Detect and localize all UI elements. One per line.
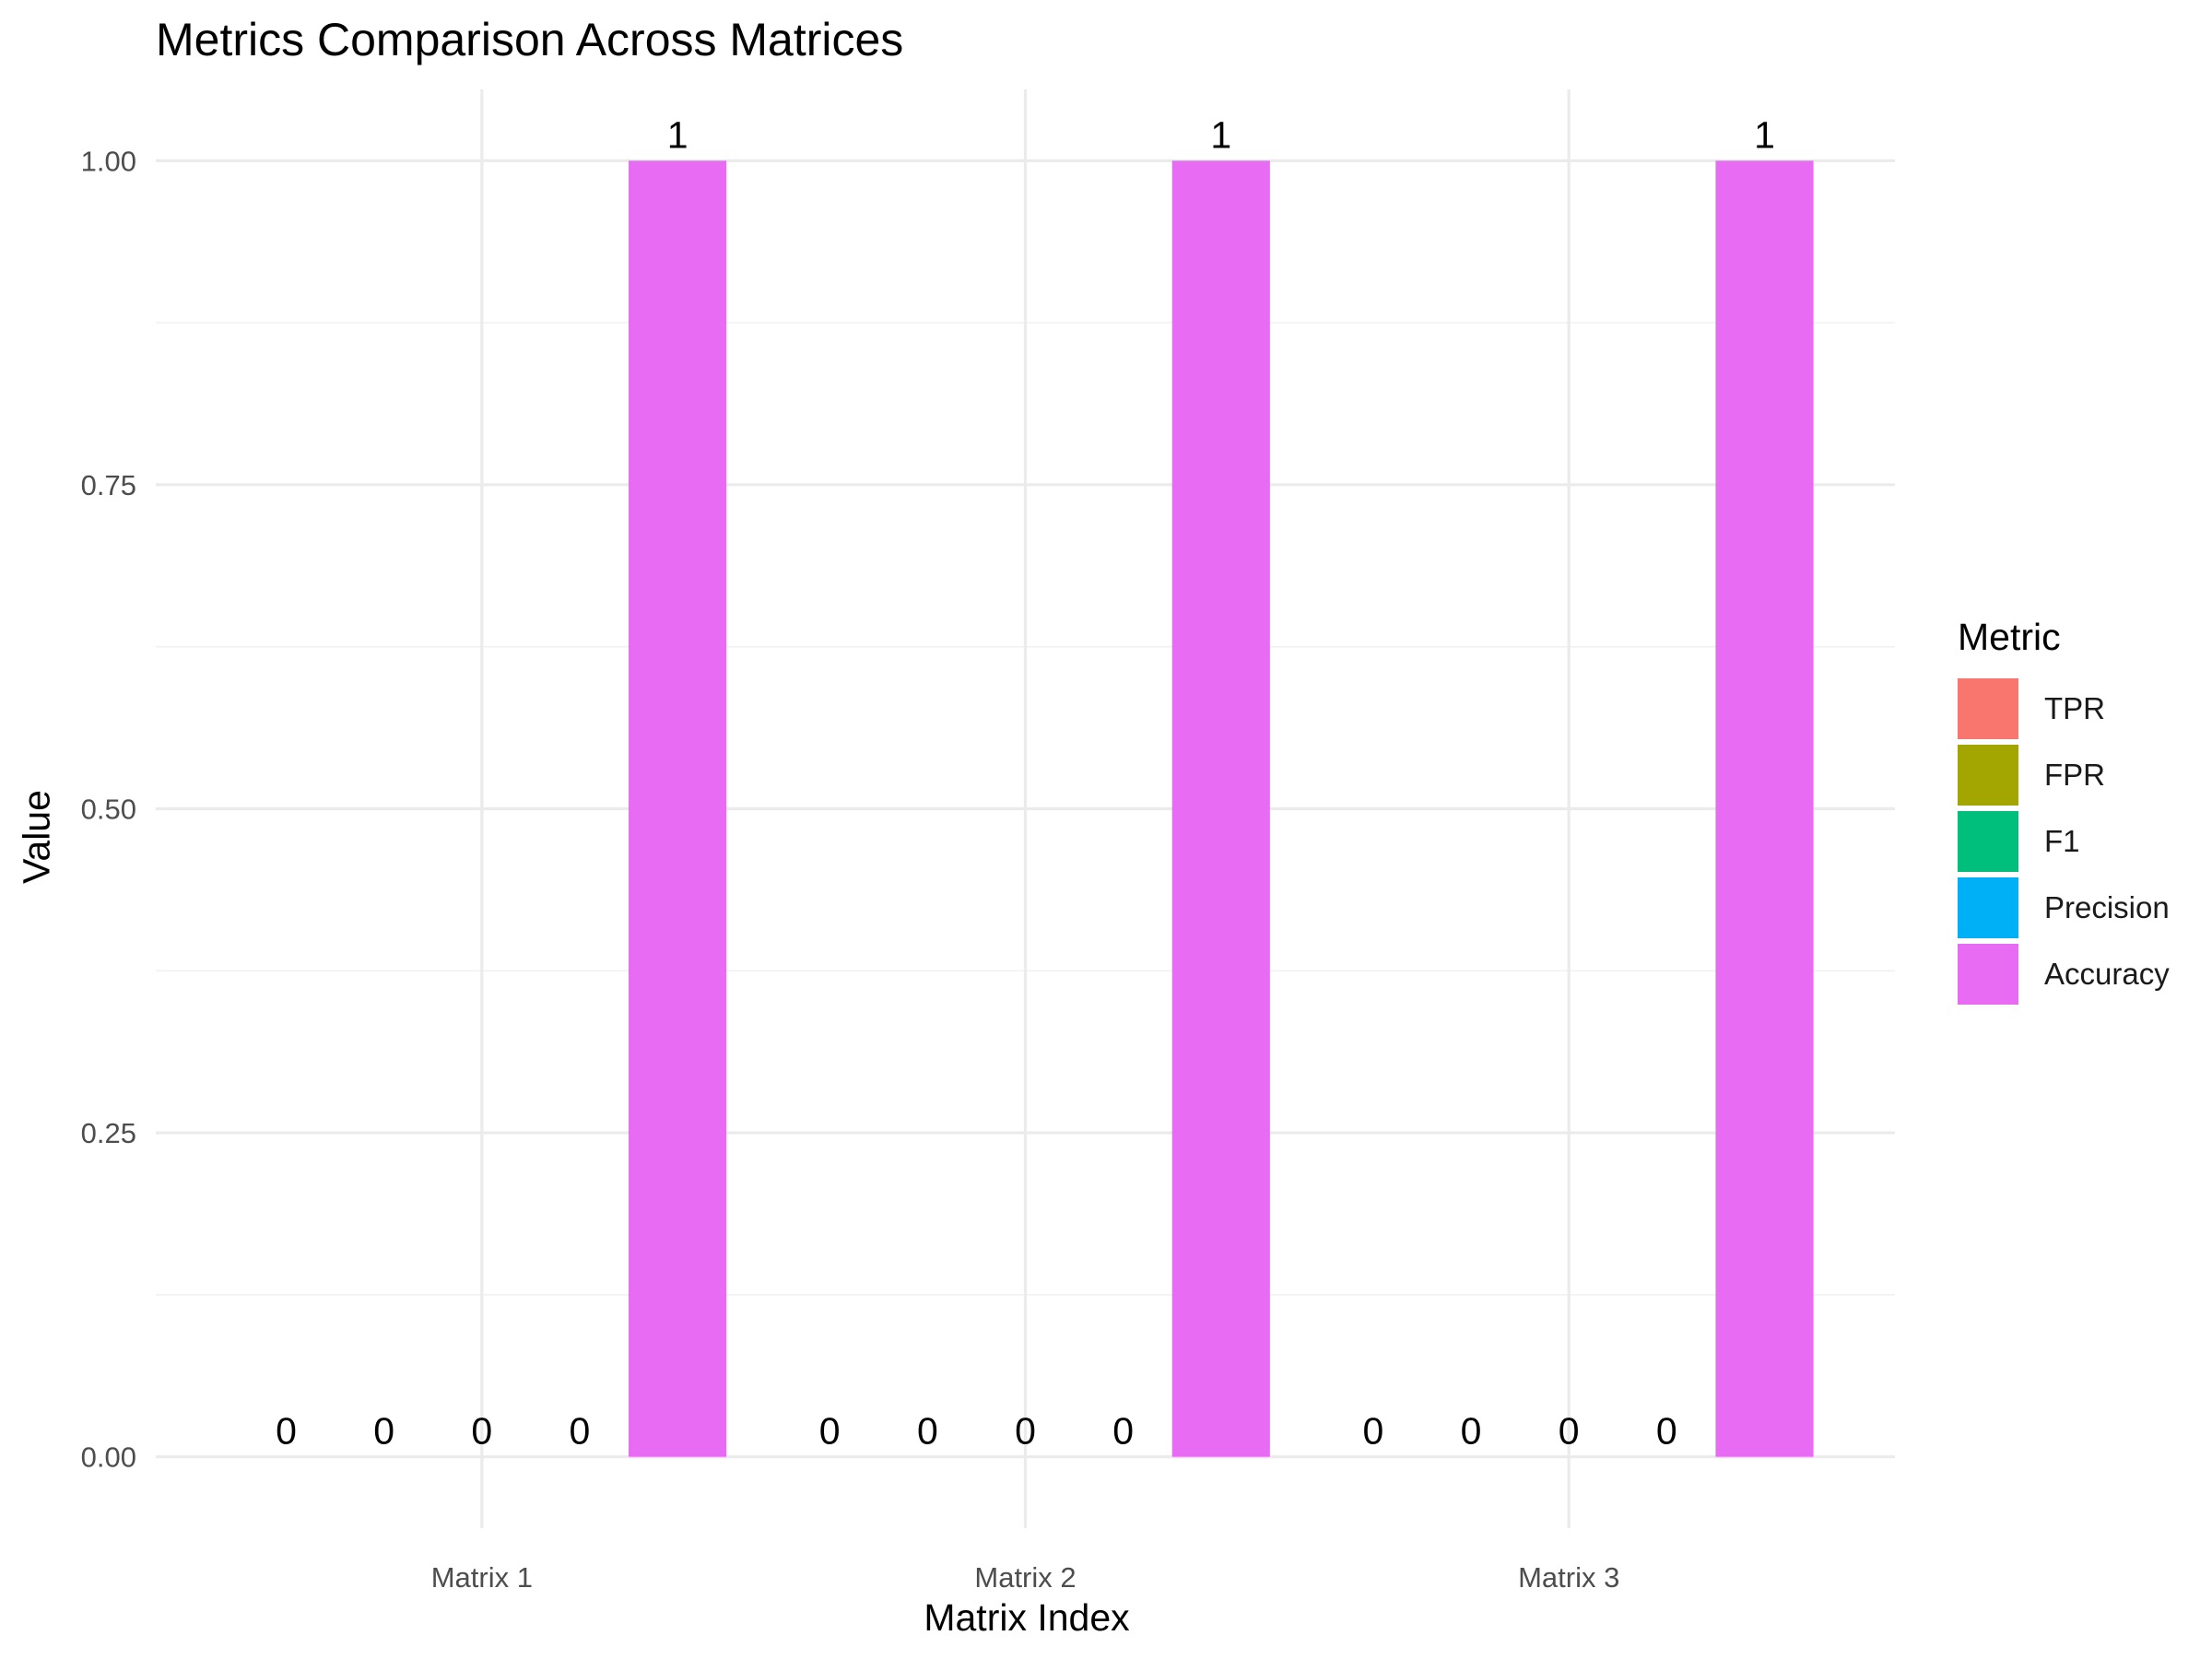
data-label: 0 [917,1410,938,1453]
data-label: 0 [1112,1410,1134,1453]
legend-label: Precision [2044,890,2170,924]
bar [1715,160,1814,1457]
data-label: 1 [1754,113,1775,156]
legend-title: Metric [1958,616,2061,658]
data-label: 0 [1015,1410,1036,1453]
x-tick-label: Matrix 2 [974,1561,1076,1594]
data-label: 0 [570,1410,591,1453]
legend-swatch [1958,678,2018,739]
data-label: 0 [1461,1410,1482,1453]
legend-swatch [1958,811,2018,872]
legend-label: Accuracy [2044,957,2170,991]
data-label: 0 [1656,1410,1677,1453]
data-label: 0 [1362,1410,1383,1453]
x-tick-label: Matrix 3 [1518,1561,1619,1594]
legend-item-precision: Precision [1958,875,2170,941]
data-label: 1 [667,113,688,156]
data-label: 0 [373,1410,394,1453]
legend-item-f1: F1 [1958,808,2170,875]
data-label: 0 [1559,1410,1580,1453]
legend-label: F1 [2044,824,2080,858]
legend-item-tpr: TPR [1958,676,2170,742]
x-axis-title: Matrix Index [924,1596,1130,1639]
legend-swatch [1958,944,2018,1005]
legend-item-fpr: FPR [1958,742,2170,808]
y-tick-label: 0.75 [81,469,136,501]
x-tick-label: Matrix 1 [431,1561,533,1594]
legend-swatch [1958,877,2018,938]
bar [629,160,727,1457]
chart-title: Metrics Comparison Across Matrices [156,14,904,65]
y-tick-label: 0.25 [81,1117,136,1149]
legend-swatch [1958,745,2018,806]
legend-label: TPR [2044,691,2105,725]
data-label: 0 [471,1410,492,1453]
y-tick-label: 1.00 [81,145,136,177]
y-axis-title: Value [15,790,58,884]
data-label: 1 [1210,113,1231,156]
legend-item-accuracy: Accuracy [1958,941,2170,1007]
legend: Metric TPR FPR F1 Precision Accuracy [1958,616,2170,1007]
data-label: 0 [276,1410,297,1453]
legend-label: FPR [2044,758,2105,792]
bar [1171,160,1270,1457]
y-tick-label: 0.00 [81,1441,136,1474]
data-label: 0 [819,1410,841,1453]
y-tick-label: 0.50 [81,794,136,826]
